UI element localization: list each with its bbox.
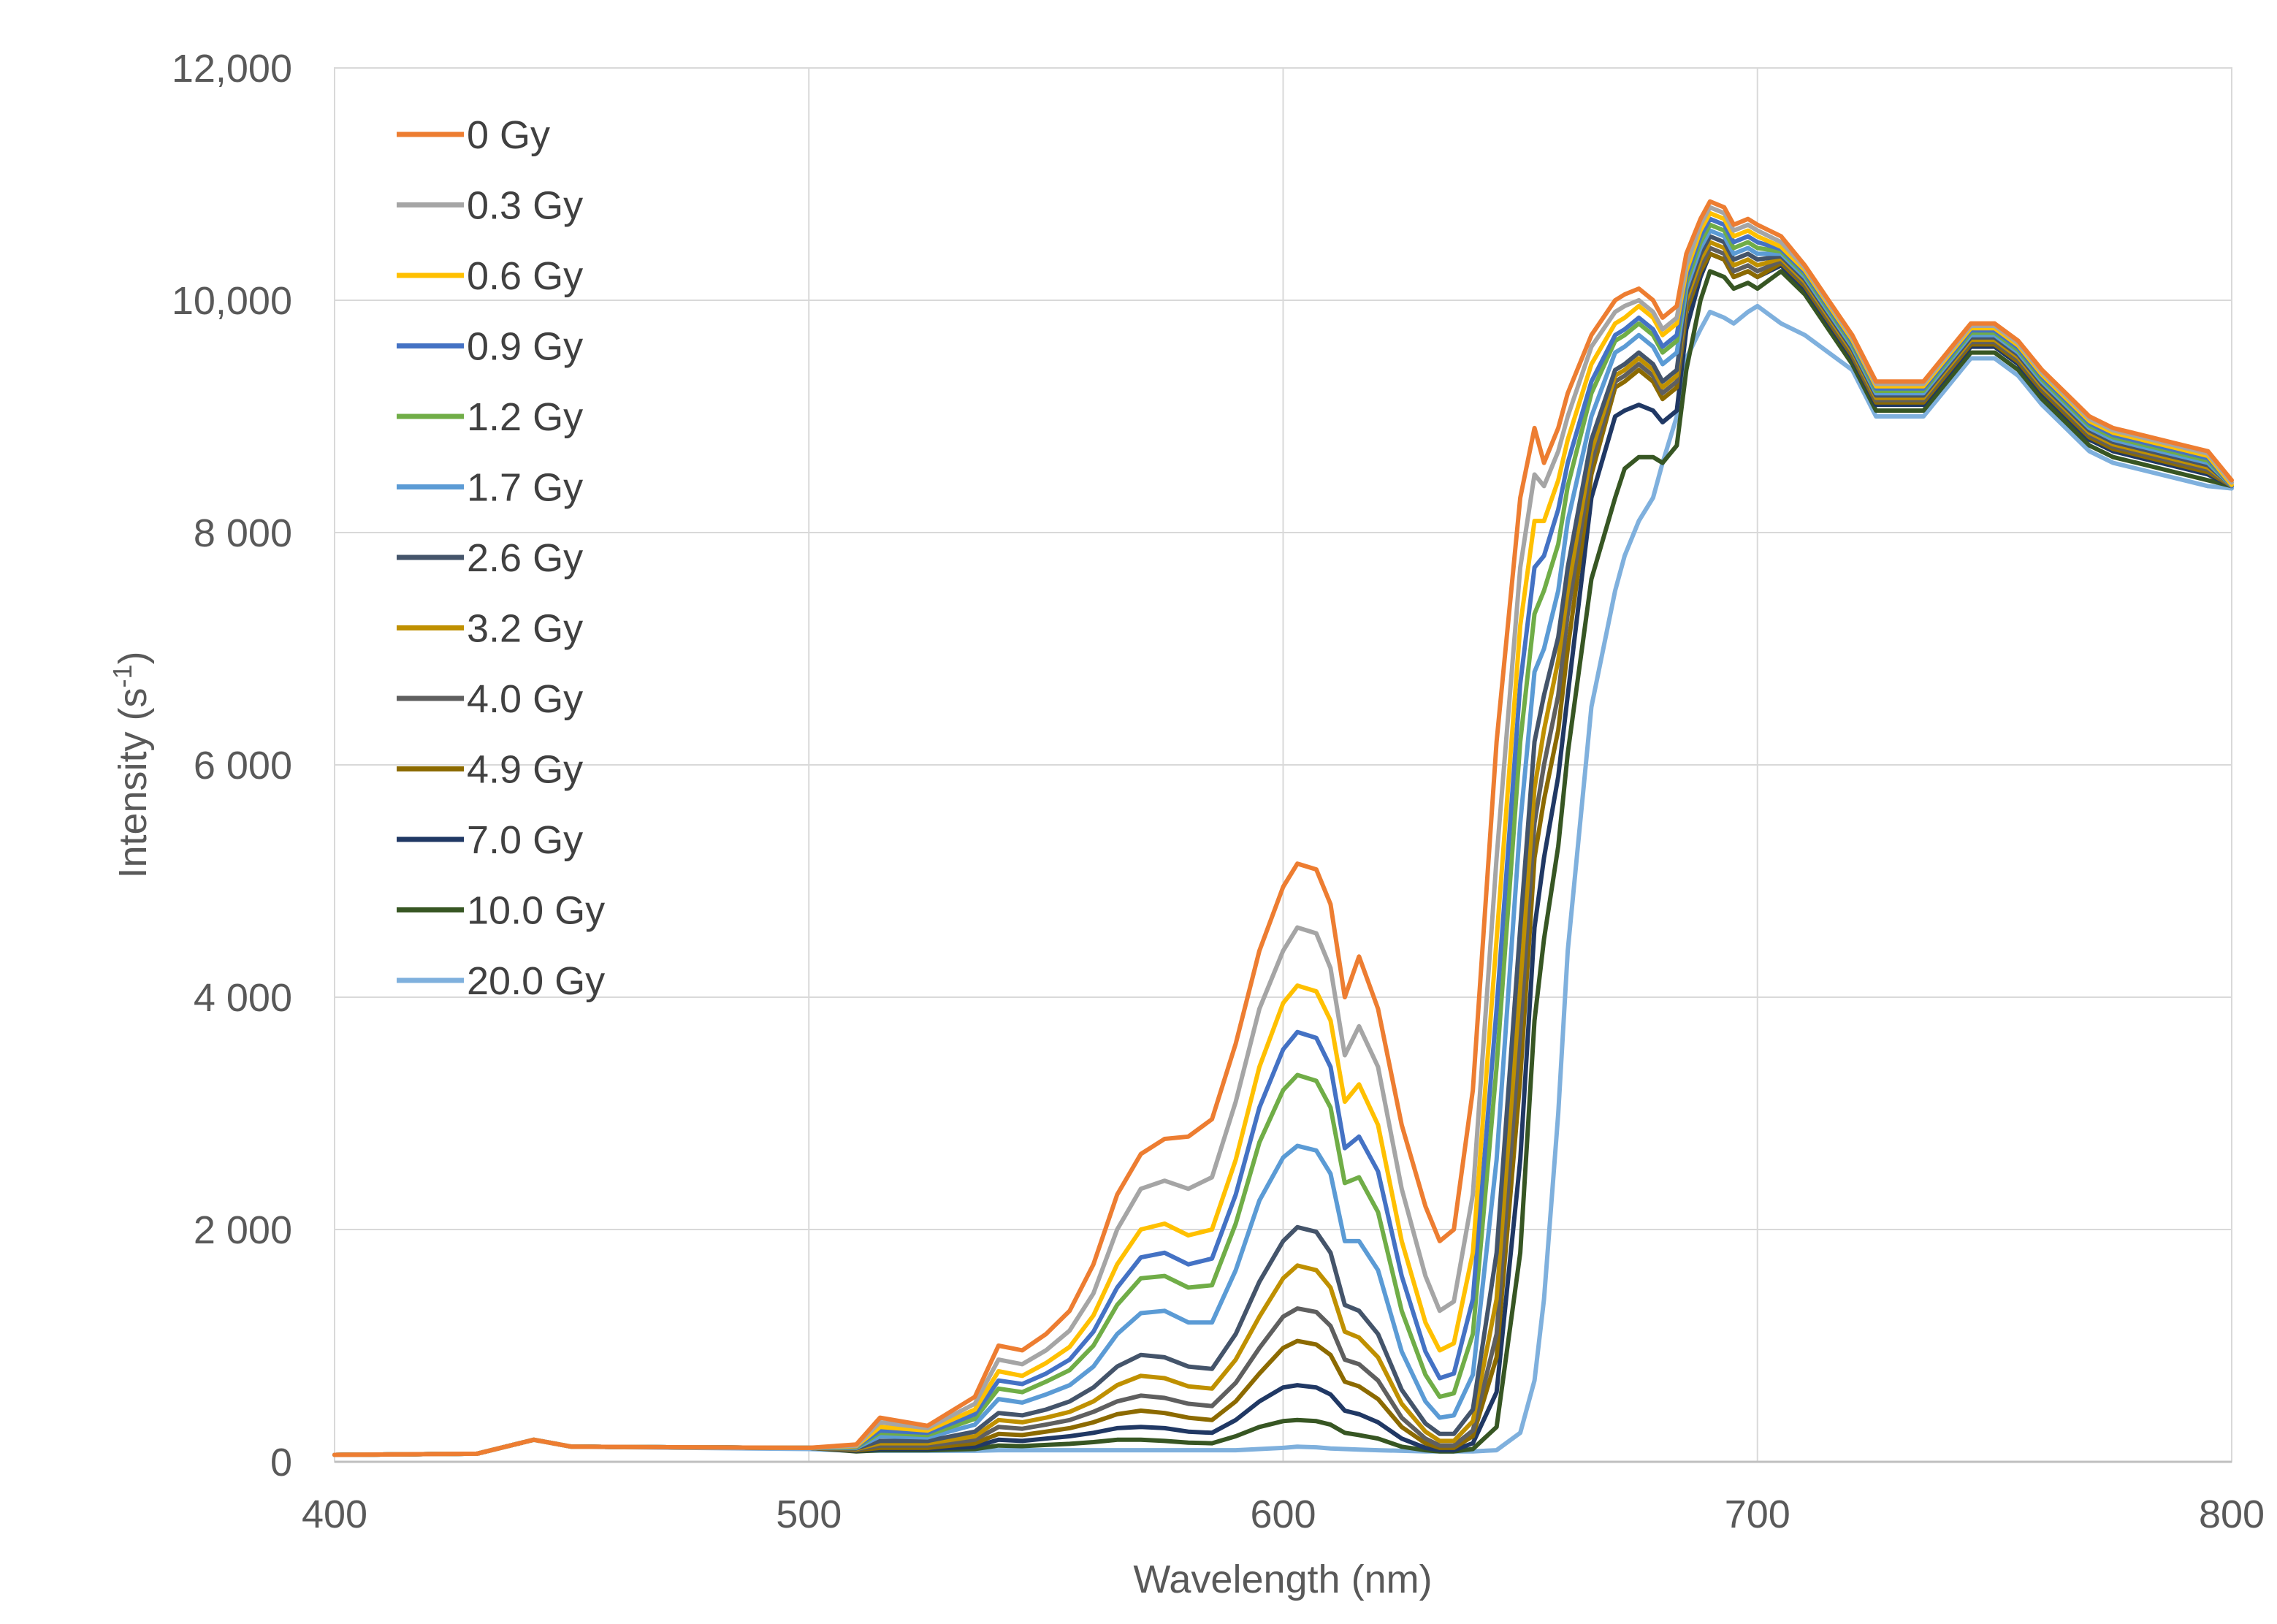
y-tick-label: 2 000 — [194, 1208, 292, 1252]
legend-label-8: 4.0 Gy — [467, 677, 583, 721]
x-tick-label: 800 — [2199, 1493, 2265, 1536]
x-tick-label: 500 — [776, 1493, 842, 1536]
legend-label-4: 1.2 Gy — [467, 395, 583, 439]
y-tick-label: 4 000 — [194, 976, 292, 1020]
x-tick-label: 400 — [302, 1493, 367, 1536]
y-tick-label: 12,000 — [172, 47, 292, 91]
y-tick-label: 10,000 — [172, 279, 292, 323]
legend-label-9: 4.9 Gy — [467, 748, 583, 792]
series-line-0 — [332, 199, 2234, 1457]
legend-label-11: 10.0 Gy — [467, 889, 605, 933]
x-tick-label: 600 — [1250, 1493, 1316, 1536]
x-tick-label: 700 — [1725, 1493, 1790, 1536]
legend: 0 Gy 0.3 Gy 0.6 Gy 0.9 Gy 1.2 Gy 1.7 Gy 2.6 Gy… — [397, 113, 605, 1003]
y-tick-label: 6 000 — [194, 744, 292, 788]
legend-label-1: 0.3 Gy — [467, 184, 583, 228]
y-tick-label: 0 — [270, 1441, 292, 1484]
legend-label-10: 7.0 Gy — [467, 818, 583, 862]
y-axis-title: Intensity (s-1) — [107, 651, 155, 878]
series-line-12 — [332, 303, 2234, 1457]
legend-label-3: 0.9 Gy — [467, 325, 583, 369]
y-axis-title-sup: -1 — [107, 664, 137, 687]
y-axis-title-close: ) — [111, 651, 155, 664]
series-lines — [332, 199, 2234, 1457]
x-axis-title: Wavelength (nm) — [1133, 1558, 1432, 1601]
axis-ticks: 0 2 000 4 000 6 000 8 000 10,000 12,000 400 500 6… — [172, 47, 2265, 1536]
legend-label-6: 2.6 Gy — [467, 536, 583, 580]
legend-label-12: 20.0 Gy — [467, 959, 605, 1003]
legend-label-2: 0.6 Gy — [467, 254, 583, 298]
series-line-11 — [332, 269, 2234, 1457]
legend-label-7: 3.2 Gy — [467, 607, 583, 651]
legend-label-0: 0 Gy — [467, 113, 550, 157]
y-axis-title-main: Intensity (s — [111, 687, 155, 878]
legend-label-5: 1.7 Gy — [467, 466, 583, 510]
y-tick-label: 8 000 — [194, 511, 292, 555]
